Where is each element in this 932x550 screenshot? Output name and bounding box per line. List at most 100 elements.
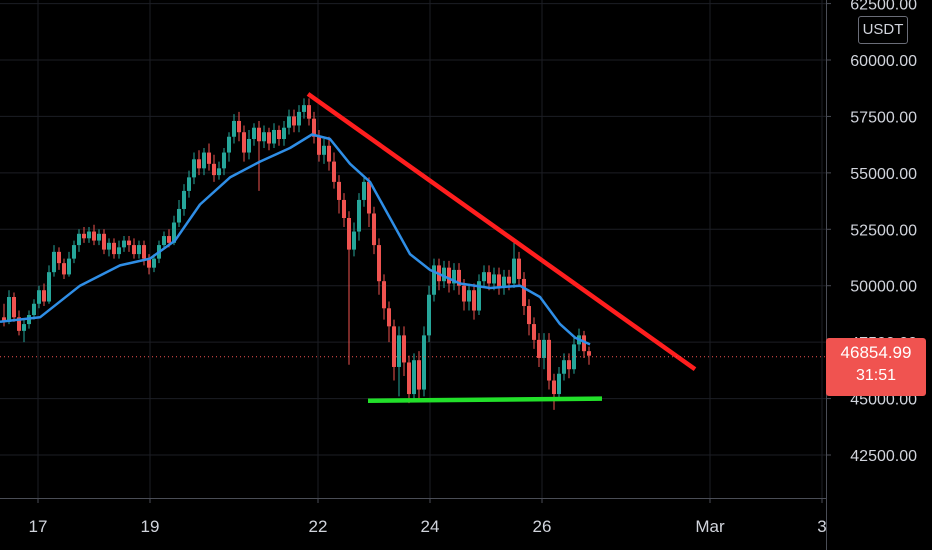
currency-unit-label[interactable]: USDT bbox=[858, 16, 908, 44]
candle-body bbox=[497, 274, 501, 288]
candle-body bbox=[252, 127, 256, 139]
candle-body bbox=[307, 105, 311, 119]
candle-body bbox=[462, 285, 466, 302]
candle bbox=[347, 211, 351, 365]
candle bbox=[337, 175, 341, 214]
candle-body bbox=[52, 251, 56, 273]
candle bbox=[137, 240, 141, 259]
candle bbox=[177, 199, 181, 228]
candle-body bbox=[217, 168, 221, 176]
candle-body bbox=[147, 258, 151, 268]
candle-body bbox=[127, 240, 131, 246]
candle bbox=[307, 98, 311, 126]
time-tick-label: 17 bbox=[29, 517, 48, 536]
candle bbox=[227, 132, 231, 162]
candle-body bbox=[502, 276, 506, 288]
candle-body bbox=[152, 258, 156, 268]
candle-body bbox=[272, 129, 276, 144]
candle bbox=[57, 247, 61, 270]
candle-body bbox=[382, 281, 386, 309]
candle-body bbox=[522, 278, 526, 307]
candle bbox=[572, 337, 576, 374]
candle-body bbox=[77, 233, 81, 246]
candle bbox=[222, 148, 226, 176]
candle bbox=[567, 353, 571, 379]
candle bbox=[127, 236, 131, 252]
candle-body bbox=[137, 245, 141, 255]
candle-body bbox=[377, 245, 381, 282]
candle-body bbox=[47, 272, 51, 302]
candle-body bbox=[517, 258, 521, 279]
candle bbox=[532, 317, 536, 349]
candle bbox=[402, 326, 406, 376]
candle-body bbox=[302, 105, 306, 112]
candle bbox=[352, 222, 356, 257]
candle-body bbox=[67, 258, 71, 275]
candle-body bbox=[337, 181, 341, 200]
time-tick-label: 26 bbox=[533, 517, 552, 536]
candle bbox=[117, 240, 121, 259]
time-axis[interactable]: 17 19 22 24 26 Mar 3 bbox=[0, 498, 827, 550]
grid-lines bbox=[0, 0, 826, 498]
candle-body bbox=[527, 306, 531, 325]
candle bbox=[22, 319, 26, 343]
support-trendline[interactable] bbox=[367, 396, 603, 404]
candle bbox=[262, 125, 266, 149]
candle-body bbox=[192, 159, 196, 178]
candle-body bbox=[287, 116, 291, 128]
candle-body bbox=[227, 136, 231, 153]
candle bbox=[142, 240, 146, 266]
time-tick-label: 19 bbox=[141, 517, 160, 536]
candle bbox=[147, 254, 151, 275]
price-axis[interactable]: 62500.00 60000.00 57500.00 55000.00 52500.00… bbox=[826, 0, 932, 550]
candle bbox=[102, 229, 106, 255]
candle bbox=[97, 229, 101, 246]
candle-body bbox=[212, 163, 216, 176]
candle-body bbox=[477, 281, 481, 311]
candle bbox=[7, 290, 11, 325]
candle bbox=[47, 265, 51, 304]
candle-body bbox=[232, 120, 236, 137]
candle-body bbox=[297, 111, 301, 126]
candle-body bbox=[197, 159, 201, 169]
candle bbox=[497, 267, 501, 295]
candle-body bbox=[202, 152, 206, 169]
candle-body bbox=[552, 380, 556, 395]
candle-body bbox=[472, 290, 476, 311]
candle-body bbox=[42, 290, 46, 302]
candle bbox=[247, 129, 251, 160]
candle bbox=[562, 353, 566, 381]
candle-body bbox=[222, 152, 226, 169]
price-tick-label: 62500.00 bbox=[850, 0, 917, 14]
candle-body bbox=[122, 240, 126, 248]
resistance-trendline[interactable] bbox=[306, 92, 697, 372]
current-price-value: 46854.99 bbox=[840, 343, 912, 362]
candle bbox=[92, 224, 96, 246]
candle-body bbox=[322, 145, 326, 155]
candle-body bbox=[362, 181, 366, 200]
candle bbox=[522, 272, 526, 316]
candle bbox=[17, 310, 21, 336]
candle-body bbox=[62, 263, 66, 275]
candle bbox=[252, 123, 256, 146]
candle bbox=[542, 333, 546, 370]
current-price-tag: 46854.99 31:51 bbox=[826, 338, 926, 396]
price-tick-label: 42500.00 bbox=[850, 448, 917, 465]
candle-body bbox=[37, 290, 41, 304]
candle bbox=[282, 120, 286, 146]
candle-body bbox=[262, 132, 266, 142]
time-tick-label: 22 bbox=[309, 517, 328, 536]
candle bbox=[297, 105, 301, 133]
candle bbox=[52, 245, 56, 277]
candle bbox=[277, 125, 281, 146]
candle-body bbox=[427, 294, 431, 336]
candle-body bbox=[457, 269, 461, 286]
candle-body bbox=[172, 222, 176, 243]
candle bbox=[257, 120, 261, 191]
candle-body bbox=[22, 324, 26, 331]
candle bbox=[197, 150, 201, 176]
candle bbox=[432, 258, 436, 302]
time-axis-background bbox=[0, 498, 826, 550]
candle-body bbox=[347, 218, 351, 250]
